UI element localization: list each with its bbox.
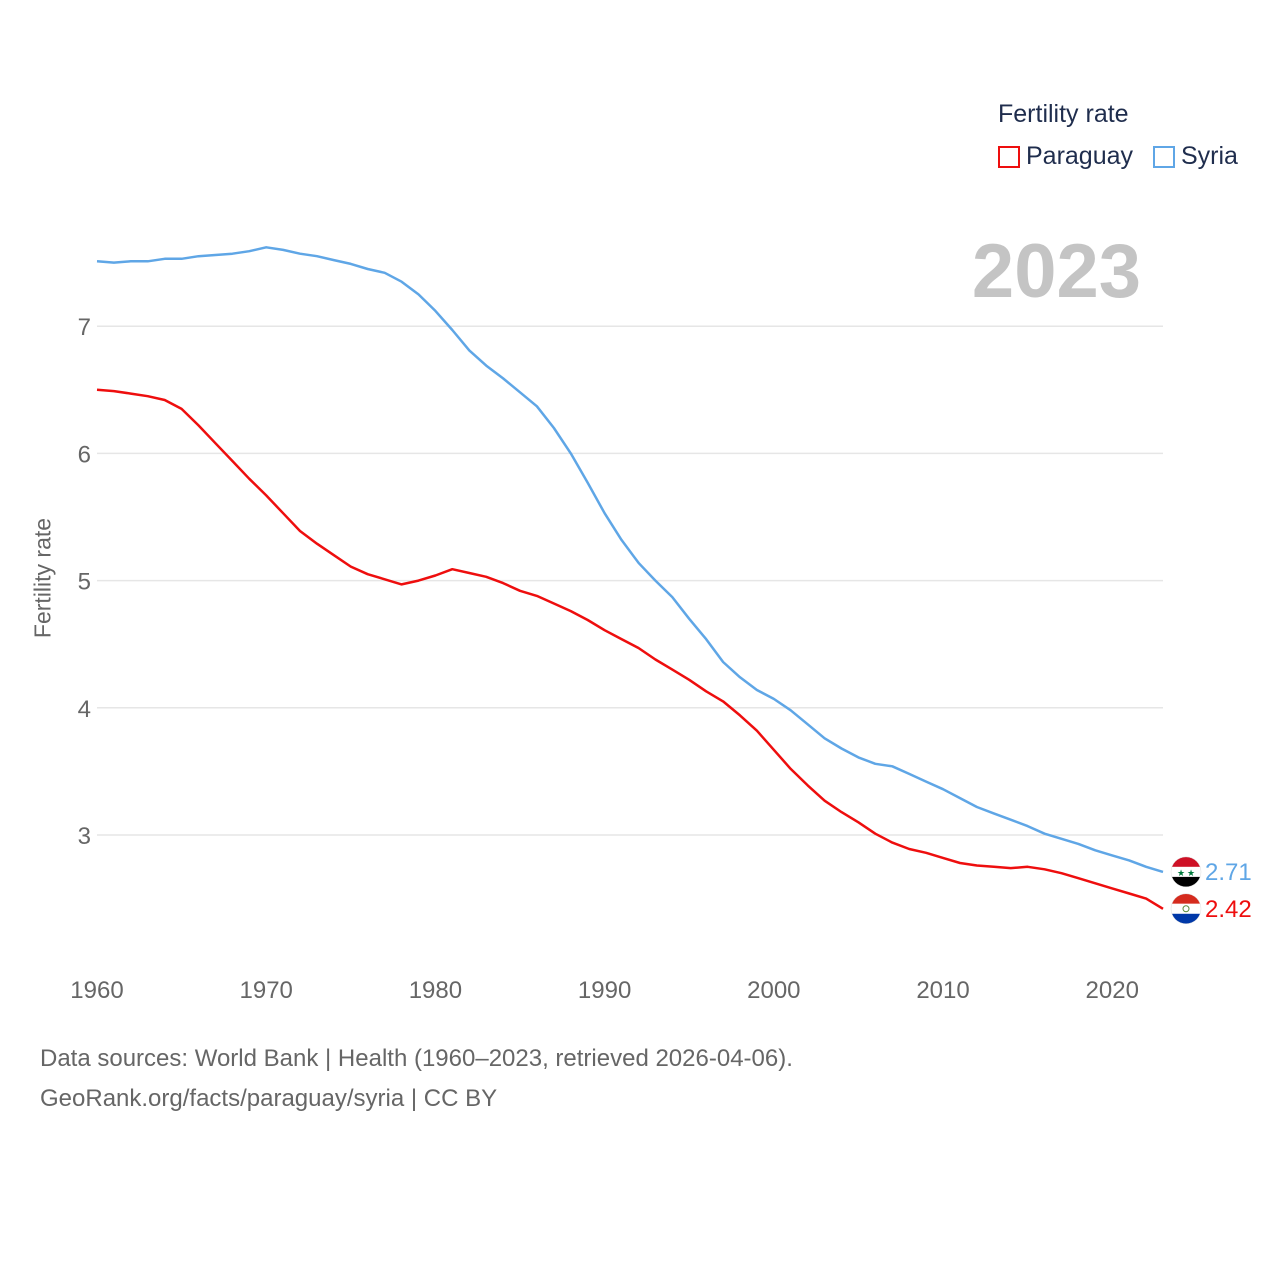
- legend-swatch-syria: [1153, 145, 1175, 168]
- legend-item-paraguay[interactable]: Paraguay: [998, 142, 1133, 171]
- x-tick-label: 1990: [578, 977, 631, 1004]
- y-tick-label: 5: [78, 569, 91, 596]
- paraguay-end-value-label: 2.42: [1205, 896, 1252, 923]
- footer-attribution[interactable]: GeoRank.org/facts/paraguay/syria | CC BY: [40, 1085, 498, 1112]
- x-tick-label: 2010: [916, 977, 969, 1004]
- x-tick-label: 1970: [240, 977, 293, 1004]
- syria-flag-icon: ★ ★: [1170, 856, 1202, 888]
- y-tick-label: 6: [78, 441, 91, 468]
- x-tick-label: 1960: [70, 977, 123, 1004]
- svg-text:★: ★: [1187, 868, 1195, 878]
- current-year-label: 2023: [971, 229, 1141, 314]
- footer-sources: Data sources: World Bank | Health (1960–…: [40, 1045, 793, 1072]
- y-tick-label: 4: [78, 696, 91, 723]
- x-axis-ticks: 1960 1970 1980 1990 2000 2010 2020: [70, 977, 1139, 1004]
- y-axis-label: Fertility rate: [29, 517, 56, 639]
- y-tick-label: 3: [78, 823, 91, 850]
- syria-end-value-label: 2.71: [1205, 859, 1252, 886]
- legend-title: Fertility rate: [998, 100, 1129, 128]
- y-tick-label: 7: [78, 314, 91, 341]
- grid-lines: [97, 325, 1163, 836]
- series-line-paraguay: [96, 388, 1164, 910]
- x-tick-label: 2000: [747, 977, 800, 1004]
- legend-swatch-paraguay: [998, 145, 1020, 168]
- x-tick-label: 1980: [409, 977, 462, 1004]
- y-axis-ticks: 3 4 5 6 7: [78, 314, 91, 850]
- svg-text:★: ★: [1177, 868, 1185, 878]
- paraguay-flag-icon: [1170, 893, 1202, 925]
- legend-label-paraguay: Paraguay: [1026, 142, 1134, 170]
- legend-item-syria[interactable]: Syria: [1153, 142, 1238, 171]
- legend-label-syria: Syria: [1181, 142, 1238, 170]
- series-line-syria: [96, 246, 1164, 874]
- x-tick-label: 2020: [1086, 977, 1139, 1004]
- series-lines: [96, 246, 1164, 910]
